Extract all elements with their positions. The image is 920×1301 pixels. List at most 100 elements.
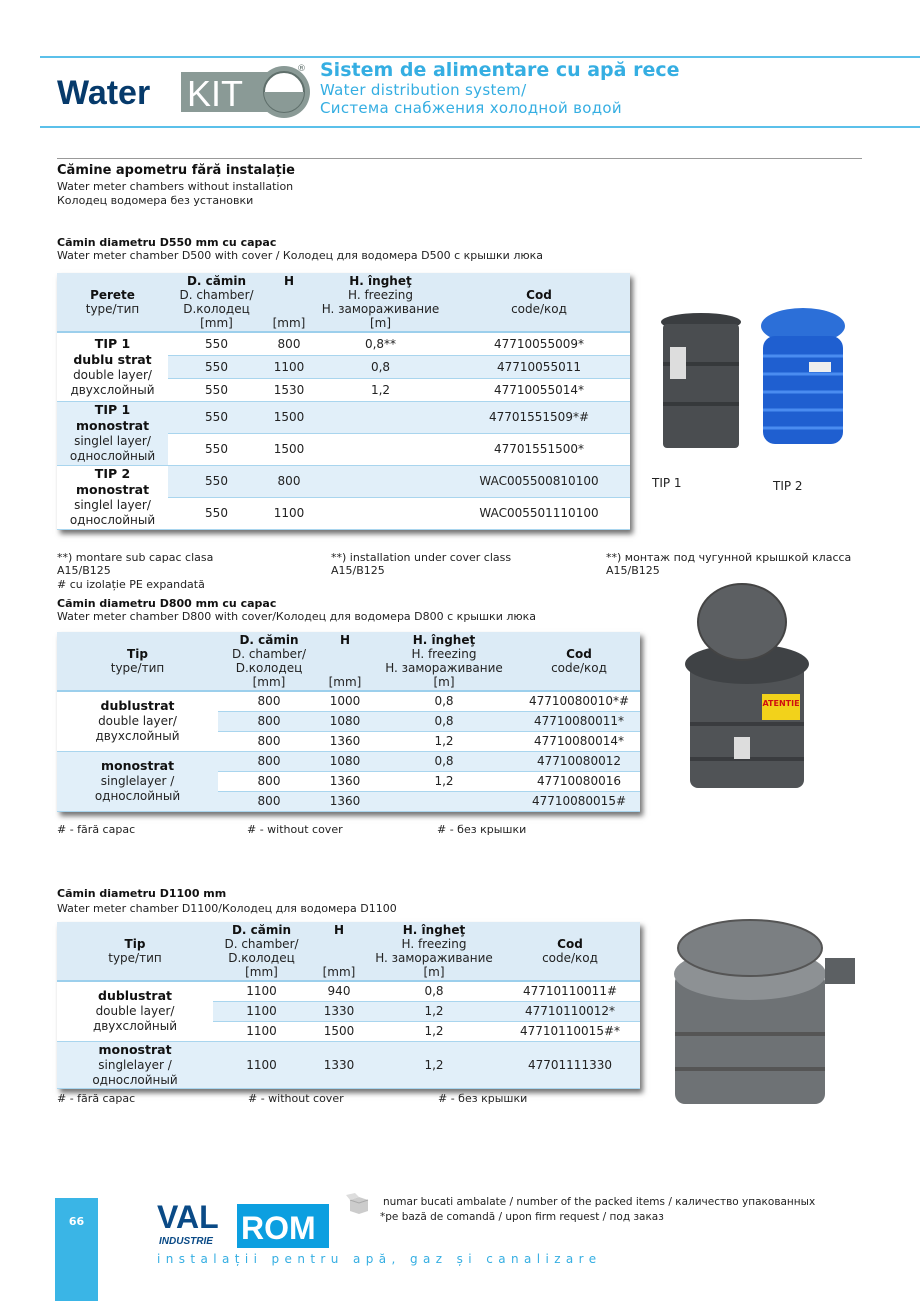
diameter-cell: 1100	[213, 1001, 310, 1022]
code-cell: 47701111330	[500, 1041, 640, 1089]
d800-subtitle: Water meter chamber D800 with cover/Коло…	[57, 610, 537, 623]
type-desc: двухслойный	[95, 729, 180, 744]
header-line: H	[339, 633, 351, 647]
svg-text:VAL: VAL	[157, 1199, 219, 1235]
diameter-cell: 550	[168, 355, 265, 379]
height-cell: 1500	[310, 1021, 368, 1042]
column-header: D. cămin D. chamber/D.колодец [mm]	[218, 632, 320, 692]
column-header: Cod code/код	[518, 632, 640, 692]
table-row: 1100 1330 1,2 47710110012*	[57, 1001, 640, 1022]
diameter-cell: 550	[168, 465, 265, 498]
code-cell: 47710055014*	[448, 378, 630, 402]
height-cell: 800	[265, 332, 313, 356]
height-cell: 1360	[320, 731, 370, 752]
header-line: [mm]	[200, 316, 233, 330]
code-cell: 47710080012	[518, 751, 640, 772]
type-cell: dublustrat double layer/двухслойный	[57, 691, 218, 752]
column-header: H. îngheţ H. freezing H. замораживание [m]	[313, 273, 448, 333]
type-name: dublustrat	[100, 698, 175, 714]
header-line: Cod	[557, 937, 583, 951]
d550-subtitle: Water meter chamber D500 with cover / Ко…	[57, 249, 544, 262]
column-header: H [mm]	[310, 922, 368, 982]
type-desc: singlel layer/	[74, 498, 151, 512]
header-line: Tip	[127, 647, 148, 661]
table-row: 550 1100 0,8 47710055011	[57, 355, 630, 379]
type-desc: double layer/	[98, 714, 177, 729]
footer-note-request: *pe bază de comandă / upon firm request …	[380, 1211, 664, 1223]
diameter-cell: 1100	[213, 1041, 310, 1089]
code-cell: 47710055009*	[448, 332, 630, 356]
note-ro: **) montare sub capac clasa A15/B125	[57, 551, 214, 577]
table-row: 550 1530 1,2 47710055014*	[57, 378, 630, 402]
height-cell: 1500	[265, 433, 313, 466]
header-line: [mm]	[272, 316, 306, 330]
height-cell: 940	[310, 981, 368, 1002]
svg-text:ROM: ROM	[241, 1210, 316, 1246]
header-line: H. замораживание	[321, 302, 440, 316]
header-line: D. cămin	[186, 274, 247, 288]
d800-table: Tip type/тип D. cămin D. chamber/D.колодец[…	[57, 632, 640, 812]
type-name: monostrat	[100, 758, 175, 773]
d800-title: Cămin diametru D800 mm cu capac	[57, 597, 277, 610]
note-en: **) installation under cover class A15/B…	[331, 551, 512, 577]
diameter-cell: 550	[168, 497, 265, 530]
code-cell: 47710110011#	[500, 981, 640, 1002]
section-title: Cămine apometru fără instalație	[57, 163, 295, 178]
type-desc: double layer/	[95, 1004, 175, 1019]
type-cell: dublustrat double layer/двухслойный	[57, 981, 213, 1042]
header-line: H. îngheţ	[412, 633, 476, 647]
code-cell: 47710080014*	[518, 731, 640, 752]
type-name: TIP 2	[94, 466, 131, 481]
height-cell: 1100	[265, 355, 313, 379]
column-header: H [mm]	[265, 273, 313, 333]
waterkit-logo: Water KIT ®	[57, 62, 312, 120]
table-row: TIP 2 monostrat singlel layer/однослойный 5…	[57, 465, 630, 530]
header-line: [m]	[423, 965, 445, 979]
divider	[57, 158, 862, 159]
header-line: H. замораживание	[385, 661, 503, 675]
type-desc: singlelayer /	[98, 1057, 172, 1072]
header-line: H. freezing	[411, 647, 477, 661]
type-desc: двухслойный	[92, 1019, 178, 1034]
header-line: Perete	[90, 288, 135, 302]
type-desc: double layer/	[73, 367, 152, 382]
table-row: 800 1080 0,8 47710080011*	[57, 711, 640, 732]
header-line: [m]	[433, 675, 455, 689]
d1100-title: Cămin diametru D1100 mm	[57, 887, 227, 900]
column-header: H. îngheţ H. freezing H. замораживание [m]	[368, 922, 500, 982]
column-header: H [mm]	[320, 632, 370, 692]
freezing-cell: 0,8	[370, 691, 518, 712]
header-line: D.колодец	[183, 302, 250, 316]
table-header-row: Tip type/тип D. cămin D. chamber/D.колодец[…	[57, 632, 640, 692]
freezing-cell	[313, 497, 448, 530]
height-cell: 1080	[320, 751, 370, 772]
code-cell: 47710110012*	[500, 1001, 640, 1022]
note-pe: # cu izolație PE expandată	[57, 578, 205, 591]
freezing-cell: 0,8**	[313, 332, 448, 356]
freezing-cell: 1,2	[313, 378, 448, 402]
header-line: D.колодец	[235, 661, 303, 675]
header-line: D. chamber/	[179, 288, 254, 302]
header-line: type/тип	[85, 302, 140, 316]
header-line: [mm]	[322, 965, 356, 979]
header-line: type/тип	[110, 661, 165, 675]
tip2-label: TIP 2	[773, 479, 803, 493]
header-line: H	[333, 923, 345, 937]
type-desc: двухслойный	[70, 382, 155, 397]
type-desc: singlel layer/	[74, 434, 151, 448]
freezing-cell: 0,8	[313, 355, 448, 379]
diameter-cell: 550	[168, 433, 265, 466]
height-cell: 1360	[320, 771, 370, 792]
d1100-chamber-photo	[665, 912, 865, 1116]
type-cell: monostrat singlelayer / однослойный	[57, 751, 218, 812]
diameter-cell: 800	[218, 691, 320, 712]
d550-title: Cămin diametru D550 mm cu capac	[57, 236, 277, 249]
freezing-cell	[313, 433, 448, 466]
diameter-cell: 800	[218, 791, 320, 812]
page-title: Sistem de alimentare cu apă rece	[320, 59, 680, 81]
section-title-ru: Колодец водомера без установки	[57, 194, 254, 207]
freezing-cell: 0,8	[368, 981, 500, 1002]
freezing-cell: 1,2	[368, 1021, 500, 1042]
table-row: monostrat singlelayer / однослойный 800 1080…	[57, 751, 640, 812]
type-desc: однослойный	[92, 1072, 178, 1087]
